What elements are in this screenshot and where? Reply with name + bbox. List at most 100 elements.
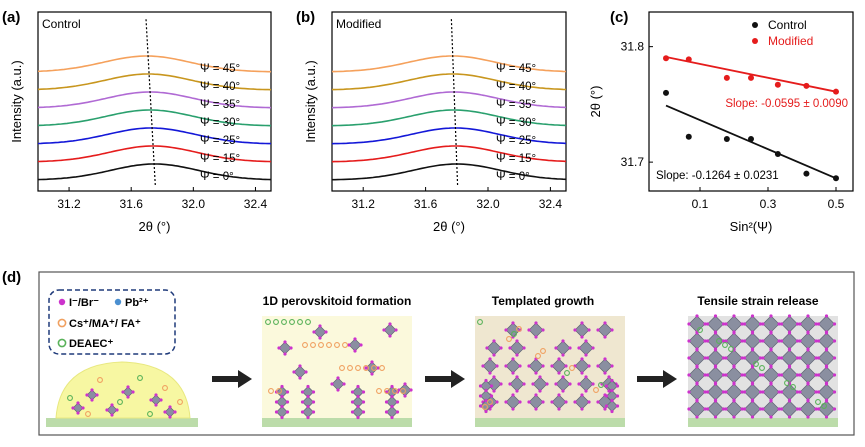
iodide-atom <box>515 353 519 357</box>
iodide-atom <box>750 348 755 352</box>
iodide-atom <box>131 390 135 394</box>
series-label-3: Ψ = 30° <box>496 117 536 129</box>
x-axis-label: Sin²(Ψ) <box>730 219 773 234</box>
iodide-atom <box>289 346 293 350</box>
x-tick-label: 32.0 <box>476 197 500 211</box>
data-point-control <box>833 175 839 182</box>
iodide-atom <box>740 407 744 411</box>
iodide-atom <box>740 339 744 343</box>
iodide-atom <box>280 384 284 389</box>
iodide-atom <box>527 328 531 332</box>
iodide-atom <box>384 400 389 404</box>
x-tick-label: 31.2 <box>57 197 81 211</box>
iodide-atom <box>705 373 710 377</box>
iodide-atom <box>603 357 607 361</box>
iodide-atom <box>508 382 512 386</box>
step3-ion <box>697 327 703 333</box>
iodide-atom <box>478 394 483 398</box>
step1-ion <box>334 342 340 348</box>
iodide-atom <box>484 398 488 403</box>
iodide-atom <box>814 339 818 343</box>
step2-ion <box>506 336 512 342</box>
iodide-atom <box>561 353 565 357</box>
iodide-atom <box>90 388 94 392</box>
step2-ion <box>569 365 575 371</box>
iodide-atom <box>596 364 600 368</box>
step1-ion <box>276 388 282 394</box>
substrate-4 <box>688 418 838 427</box>
series-line-2 <box>331 127 567 145</box>
step1-ion <box>289 319 295 325</box>
iodide-atom <box>750 314 755 318</box>
step1-ion <box>392 388 398 394</box>
iodide-atom <box>724 373 728 377</box>
iodide-atom <box>364 366 368 370</box>
iodide-atom <box>824 399 829 403</box>
iodide-atom <box>356 384 360 389</box>
series-label-5: Ψ = 40° <box>200 81 240 93</box>
iodide-atom <box>573 400 577 404</box>
iodide-atom <box>492 389 496 393</box>
iodide-atom <box>713 348 718 352</box>
iodide-atom <box>732 382 736 386</box>
iodide-atom <box>779 339 784 343</box>
iodide-atom <box>777 390 781 394</box>
iodide-atom <box>587 400 591 404</box>
iodide-atom <box>721 322 726 326</box>
iodide-atom <box>824 382 829 386</box>
iodide-atom <box>777 407 781 411</box>
iodide-atom <box>798 339 802 343</box>
iodide-atom <box>508 346 512 350</box>
step1-ion <box>400 388 406 394</box>
y-tick-label: 31.8 <box>621 40 645 54</box>
iodide-atom <box>705 356 710 360</box>
iodide-atom <box>356 404 360 409</box>
iodide-atom <box>832 322 837 326</box>
series-line-6 <box>37 55 271 73</box>
iodide-atom <box>395 410 400 414</box>
iodide-atom <box>587 328 591 332</box>
iodide-atom <box>511 393 515 397</box>
iodide-atom <box>779 390 784 394</box>
iodide-atom <box>304 370 308 374</box>
data-point-modified <box>748 74 754 81</box>
legend-deaec: DEAEC⁺ <box>69 338 114 350</box>
iodide-atom <box>115 408 119 412</box>
iodide-atom <box>390 384 394 389</box>
iodide-atom <box>816 356 821 360</box>
step-2-crystals <box>477 319 620 414</box>
iodide-atom <box>300 390 305 394</box>
iodide-atom <box>607 389 611 393</box>
panel-c: (c) 0.1 0.3 0.5 31.7 31.8 Sin²(Ψ) 2θ (°) Slope: … <box>588 9 854 234</box>
iodide-atom <box>798 322 802 326</box>
iodide-atom <box>713 331 718 335</box>
iodide-atom <box>761 339 765 343</box>
data-point-modified <box>774 81 781 88</box>
step1-ion <box>268 388 274 394</box>
iodide-atom <box>515 389 519 393</box>
iodide-atom <box>824 348 829 352</box>
plot-frame <box>331 11 567 192</box>
iodide-atom <box>798 356 802 360</box>
iodide-atom <box>695 331 699 335</box>
iodide-atom <box>274 400 279 404</box>
iodide-atom <box>492 339 496 343</box>
iodide-atom <box>285 410 290 414</box>
iodide-atom <box>603 321 607 325</box>
x-axis-label: 2θ (°) <box>433 219 465 234</box>
iodide-atom <box>795 322 800 326</box>
iodide-atom <box>761 407 765 411</box>
iodide-atom <box>750 365 755 369</box>
iodide-atom <box>732 399 736 403</box>
iodide-atom <box>105 408 109 412</box>
data-point-control <box>663 89 669 96</box>
droplet-ion <box>67 395 73 401</box>
iodide-atom <box>173 410 177 414</box>
iodide-atom <box>484 378 488 383</box>
iodide-atom <box>732 314 736 318</box>
iodide-atom <box>596 400 600 404</box>
legend-box <box>48 289 176 355</box>
iodide-atom <box>159 398 163 402</box>
iodide-atom <box>703 356 707 360</box>
iodide-atom <box>489 394 494 398</box>
